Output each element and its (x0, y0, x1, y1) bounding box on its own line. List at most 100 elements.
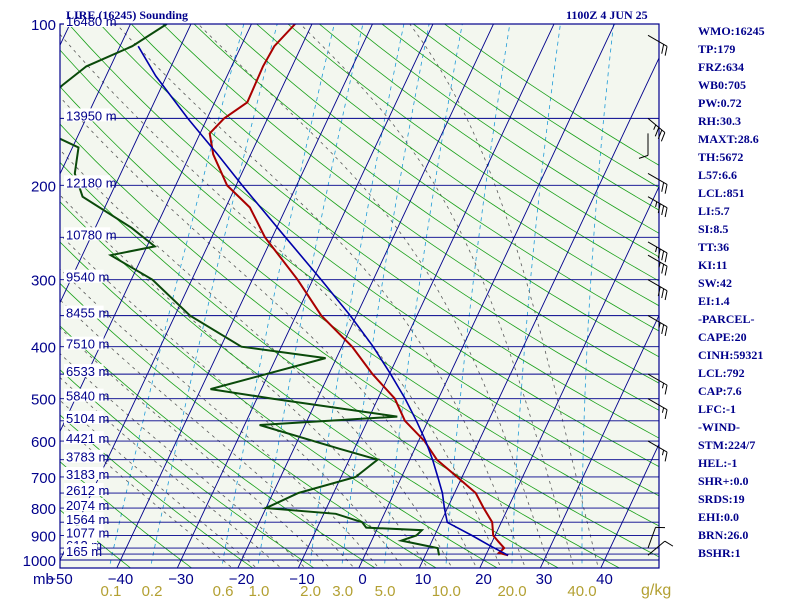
wind-barb-flag (664, 451, 668, 462)
index-item: CINH:59321 (698, 348, 764, 362)
mixing-ratio-line (108, 24, 245, 568)
mixing-ratio-tick-label: 3.0 (332, 583, 353, 600)
mixing-ratio-axis: 0.1 0.2 0.6 1.0 2.0 3.0 5.0 10.0 20.0 40.0 (101, 583, 597, 600)
isotherm-line (176, 24, 434, 568)
wind-barb-flag (661, 44, 665, 54)
isotherm-line (0, 0, 21, 571)
isotherm-line (358, 24, 615, 568)
height-label: 2074 m (66, 498, 109, 513)
wind-barb-flag (664, 252, 668, 263)
isotherm-line (297, 24, 555, 568)
height-label-bg (64, 498, 104, 512)
pressure-tick-label: 800 (31, 501, 56, 518)
index-item: LFC:-1 (698, 402, 736, 416)
wind-barb-flag (657, 203, 661, 214)
index-item: CAP:7.6 (698, 384, 742, 398)
wind-barb-flag (661, 324, 665, 335)
mixing-ratio-line (149, 24, 278, 568)
isotherm-line (539, 314, 659, 568)
moist-adiabat-line (60, 353, 306, 568)
wind-barb-half-flag (658, 322, 661, 328)
temperature-tick-label: 10 (415, 571, 432, 588)
pressure-tick-label: 900 (31, 528, 56, 545)
index-item: SRDS:19 (698, 492, 745, 506)
height-label: 1564 m (66, 512, 109, 527)
wind-barb (647, 373, 668, 395)
mixing-ratio-tick-label: 0.1 (101, 583, 122, 600)
wind-barb-half-flag (661, 407, 665, 413)
moist-adiabat-line (60, 327, 331, 568)
moist-adiabat-line (300, 24, 575, 568)
height-label: 1077 m (66, 525, 109, 540)
height-label-bg (64, 14, 111, 27)
height-label-bg (64, 305, 104, 319)
wind-barb-half-flag (661, 449, 665, 456)
height-label-bg (64, 175, 111, 189)
temperature-tick-label: 0 (358, 571, 366, 588)
height-label-bg (64, 483, 104, 497)
isotherm-line (60, 24, 192, 304)
height-label-bg (64, 525, 104, 539)
height-label: 12180 m (66, 175, 117, 190)
index-item: WB0:705 (698, 78, 746, 92)
height-label: 5840 m (66, 389, 109, 404)
moist-adiabat-line (197, 24, 551, 568)
wind-barb-flag (661, 250, 665, 261)
height-label: 3183 m (66, 467, 109, 482)
index-item: SHR+:0.0 (698, 474, 749, 488)
mixing-ratio-tick-label: 0.2 (142, 583, 163, 600)
pressure-tick-label: 1000 (23, 553, 56, 570)
wind-barb-half-flag (655, 246, 658, 253)
wind-barb (647, 196, 668, 218)
mixing-ratio-tick-label: 20.0 (497, 583, 526, 600)
height-label-bg (64, 410, 104, 424)
isotherm-line (237, 24, 494, 568)
wind-barb (647, 254, 668, 276)
wind-barb-flag (660, 132, 666, 142)
dry-adiabat-line (60, 461, 193, 568)
index-item: BSHR:1 (698, 546, 741, 560)
moist-adiabat-line (60, 96, 477, 568)
index-item: WMO:16245 (698, 24, 765, 38)
pressure-tick-label: 500 (31, 392, 56, 409)
chart-title: LIRE (16245) Sounding (66, 8, 188, 22)
plot-frame (59, 23, 660, 569)
wind-barb (647, 279, 668, 301)
temperature-axis: −50 −40 −30 −20 −10 0 10 20 30 40 (47, 571, 613, 588)
wind-barb-flag (664, 46, 668, 56)
moist-adiabat-line (60, 299, 355, 568)
wind-barb-flag (661, 288, 665, 299)
wind-barb (647, 172, 668, 194)
wind-barb (647, 526, 666, 549)
moist-adiabat-line (60, 149, 453, 568)
wind-barb-half-flag (661, 383, 665, 389)
index-item: PW:0.72 (698, 96, 742, 110)
pressure-tick-label: 400 (31, 340, 56, 357)
index-item: CAPE:20 (698, 330, 747, 344)
height-label: 16480 m (66, 14, 117, 29)
mixing-ratio-tick-label: 0.6 (213, 583, 234, 600)
wind-barb (647, 118, 666, 142)
temperature-tick-label: −40 (108, 571, 133, 588)
plot-background (60, 24, 659, 568)
height-label: 10780 m (66, 227, 117, 242)
height-label-bg (64, 364, 104, 378)
wind-barb (647, 398, 668, 420)
index-item: LCL:851 (698, 186, 745, 200)
temperature-tick-label: 40 (596, 571, 613, 588)
wind-barb-flag (664, 207, 668, 218)
wind-barb-flag (661, 182, 665, 192)
mixing-ratio-tick-label: 1.0 (248, 583, 269, 600)
index-item: L57:6.6 (698, 168, 737, 182)
pressure-tick-label: 600 (31, 434, 56, 451)
moist-adiabat-line (60, 377, 282, 568)
height-label: 7510 m (66, 337, 109, 352)
wind-barb-flag (638, 154, 649, 159)
wind-barb (647, 440, 668, 462)
wind-barb-flag (657, 248, 661, 259)
index-item: TT:36 (698, 240, 730, 254)
wind-barb-flag (664, 385, 668, 395)
xaxis-gkg-label: g/kg (641, 582, 671, 599)
temperature-tick-label: −10 (289, 571, 314, 588)
pressure-tick-label: 100 (31, 17, 56, 34)
